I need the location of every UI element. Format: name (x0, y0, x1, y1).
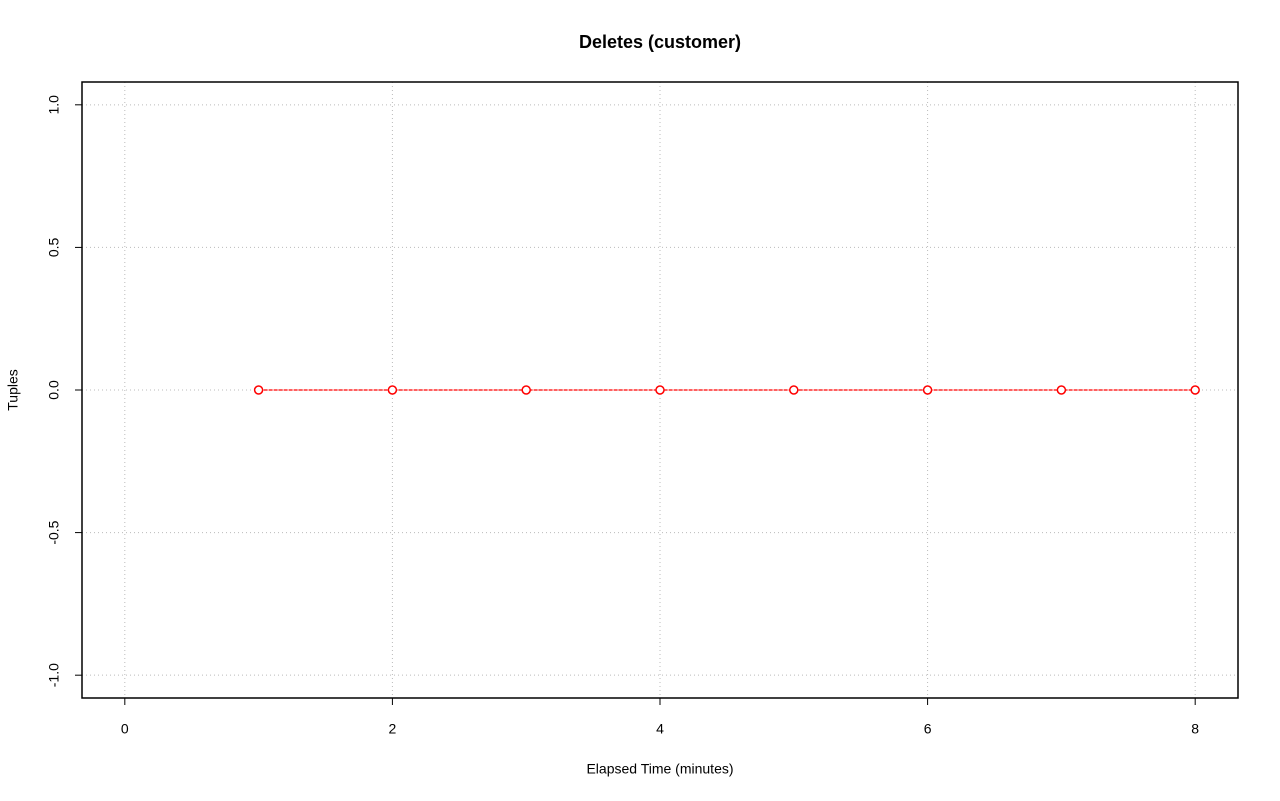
plot-frame (81, 81, 1239, 699)
data-point (253, 385, 264, 395)
data-point (789, 385, 799, 395)
x-tick-label: 0 (121, 721, 129, 737)
y-tick-label: 0.0 (46, 380, 62, 400)
chart-title: Deletes (customer) (579, 32, 741, 52)
data-point (1056, 385, 1067, 395)
data-point (521, 385, 531, 395)
y-tick-label: -0.5 (46, 520, 62, 544)
data-point (922, 385, 933, 395)
data-point (655, 385, 665, 395)
x-tick-label: 4 (656, 721, 664, 737)
y-tick-label: 1.0 (46, 95, 62, 115)
x-tick-label: 6 (924, 721, 932, 737)
x-tick-label: 8 (1191, 721, 1199, 737)
y-tick-label: -1.0 (46, 663, 62, 687)
data-point (1190, 385, 1200, 395)
data-point (387, 385, 398, 395)
y-tick-label: 0.5 (46, 237, 62, 257)
x-axis-label: Elapsed Time (minutes) (586, 761, 733, 777)
y-axis-label: Tuples (5, 369, 21, 411)
x-tick-label: 2 (389, 721, 397, 737)
